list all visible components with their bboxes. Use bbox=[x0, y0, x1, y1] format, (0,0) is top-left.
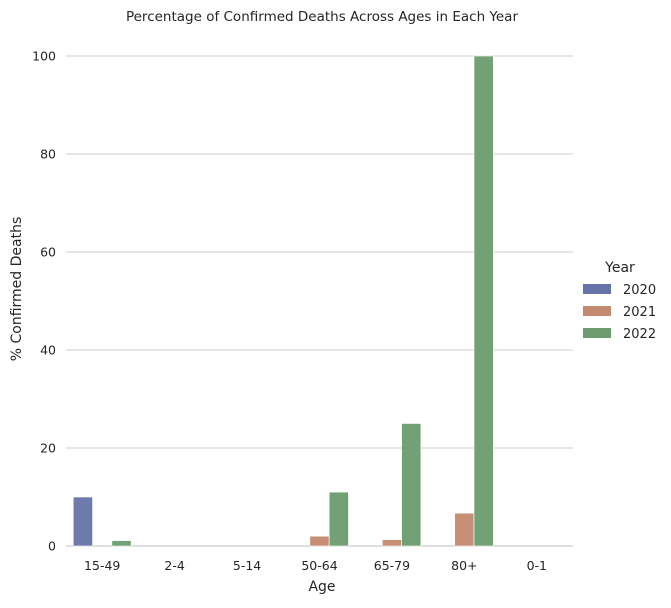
y-tick-label: 40 bbox=[40, 343, 56, 358]
x-axis-title: Age bbox=[308, 579, 335, 595]
legend-swatch bbox=[583, 306, 611, 316]
x-tick-label: 5-14 bbox=[233, 558, 261, 573]
chart-title: Percentage of Confirmed Deaths Across Ag… bbox=[126, 9, 518, 25]
x-tick-label: 50-64 bbox=[301, 558, 337, 573]
gridlines bbox=[66, 55, 573, 547]
x-tick-label: 65-79 bbox=[374, 558, 410, 573]
x-tick-label: 15-49 bbox=[84, 558, 120, 573]
y-tick-label: 100 bbox=[32, 49, 56, 64]
y-axis-title: % Confirmed Deaths bbox=[9, 217, 25, 362]
bars bbox=[72, 55, 494, 547]
y-tick-label: 60 bbox=[40, 245, 56, 260]
legend-label: 2021 bbox=[623, 305, 656, 320]
y-tick-label: 0 bbox=[48, 539, 56, 554]
bar-2022-65-79 bbox=[401, 423, 422, 547]
legend-swatch bbox=[583, 284, 611, 294]
bar-2022-80+ bbox=[473, 55, 494, 547]
x-tick-label: 2-4 bbox=[164, 558, 184, 573]
y-axis-ticks: 0 20 40 60 80 100 bbox=[32, 49, 56, 554]
legend-title: Year bbox=[604, 260, 635, 276]
bar-2021-50-64 bbox=[309, 535, 330, 547]
bar-2020-15-49 bbox=[72, 496, 93, 547]
bar-2021-65-79 bbox=[381, 539, 402, 547]
legend-label: 2020 bbox=[623, 283, 656, 298]
legend-label: 2022 bbox=[623, 327, 656, 342]
legend-swatch bbox=[583, 328, 611, 338]
y-tick-label: 20 bbox=[40, 441, 56, 456]
bar-2021-80+ bbox=[454, 512, 475, 547]
x-tick-label: 80+ bbox=[451, 558, 477, 573]
x-tick-label: 0-1 bbox=[527, 558, 547, 573]
x-axis-ticks: 15-49 2-4 5-14 50-64 65-79 80+ 0-1 bbox=[84, 558, 547, 573]
bar-2022-50-64 bbox=[328, 491, 349, 547]
y-tick-label: 80 bbox=[40, 147, 56, 162]
bar-2022-15-49 bbox=[111, 540, 132, 547]
legend: Year 2020 2021 2022 bbox=[583, 260, 656, 342]
